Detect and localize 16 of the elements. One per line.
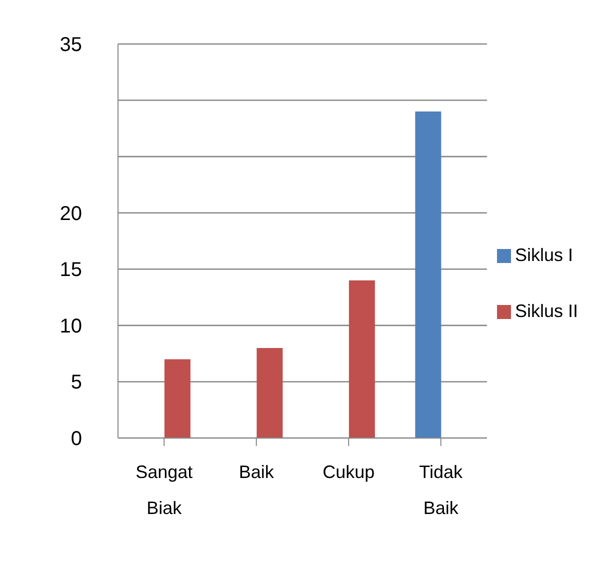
bar xyxy=(415,112,442,438)
legend-label: Siklus I xyxy=(514,245,573,265)
x-tick-label: Cukup xyxy=(322,462,375,482)
bar xyxy=(256,348,283,438)
y-tick-label: 10 xyxy=(60,315,82,338)
x-tick-label: Sangat Biak xyxy=(136,462,193,518)
y-tick-label: 35 xyxy=(60,34,82,56)
bar xyxy=(348,280,375,438)
y-tick-label: 0 xyxy=(70,428,82,450)
y-tick-label: 5 xyxy=(70,372,82,394)
x-tick-label: Baik xyxy=(238,462,275,482)
bar xyxy=(164,359,190,438)
y-tick-label: 15 xyxy=(60,259,82,282)
y-tick-label: 20 xyxy=(60,202,82,225)
x-tick-label: Tidak Baik xyxy=(419,462,464,518)
legend-label: Siklus II xyxy=(514,301,578,321)
